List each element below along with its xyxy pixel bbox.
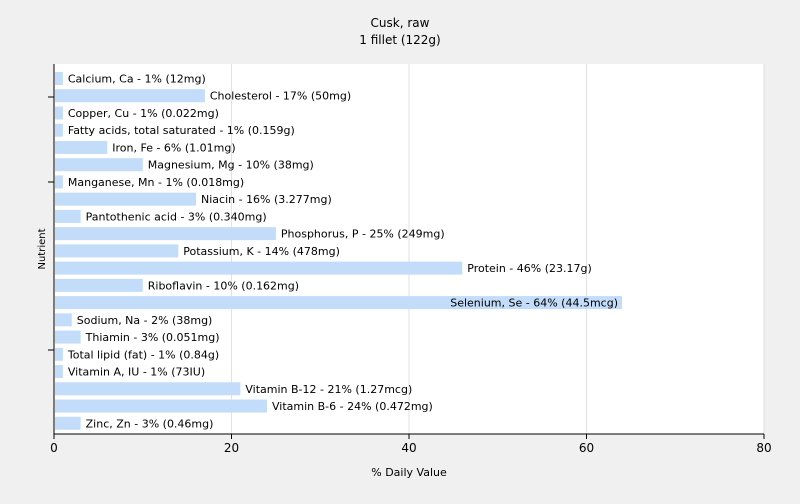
bar-label-11: Protein - 46% (23.17g)	[467, 262, 592, 275]
x-tick-label-60: 60	[579, 441, 594, 455]
bar-label-12: Riboflavin - 10% (0.162mg)	[148, 279, 299, 292]
bar-5	[55, 158, 143, 172]
bar-7	[55, 192, 196, 206]
bar-label-4: Iron, Fe - 6% (1.01mg)	[112, 141, 235, 154]
bar-label-17: Vitamin A, IU - 1% (73IU)	[68, 366, 205, 379]
bar-label-layer: Calcium, Ca - 1% (12mg) Cholesterol - 17%…	[67, 73, 618, 431]
x-axis-title: % Daily Value	[371, 466, 447, 479]
bar-3	[55, 123, 63, 137]
bar-17	[55, 365, 63, 379]
bar-14	[55, 313, 72, 327]
bar-20	[55, 416, 81, 430]
bar-label-13: Selenium, Se - 64% (44.5mcg)	[450, 297, 618, 310]
bar-19	[55, 399, 267, 413]
bar-label-8: Pantothenic acid - 3% (0.340mg)	[86, 210, 267, 223]
y-axis-title: Nutrient	[37, 228, 48, 269]
bar-8	[55, 209, 81, 223]
bar-label-5: Magnesium, Mg - 10% (38mg)	[148, 159, 314, 172]
bar-label-20: Zinc, Zn - 3% (0.46mg)	[86, 417, 214, 430]
bar-label-2: Copper, Cu - 1% (0.022mg)	[68, 107, 219, 120]
bar-label-15: Thiamin - 3% (0.051mg)	[85, 331, 220, 344]
bar-label-7: Niacin - 16% (3.277mg)	[201, 193, 332, 206]
x-tick-label-20: 20	[224, 441, 239, 455]
bar-1	[55, 89, 205, 103]
bar-6	[55, 175, 63, 189]
bar-label-10: Potassium, K - 14% (478mg)	[183, 245, 340, 258]
bar-label-16: Total lipid (fat) - 1% (0.84g)	[67, 348, 219, 361]
bar-11	[55, 261, 463, 275]
bar-label-1: Cholesterol - 17% (50mg)	[210, 90, 351, 103]
chart-subtitle: 1 fillet (122g)	[359, 33, 440, 47]
bar-15	[55, 330, 81, 344]
x-tick-label-80: 80	[756, 441, 771, 455]
bar-16	[55, 347, 63, 361]
bar-12	[55, 278, 143, 292]
bar-layer	[55, 72, 622, 430]
bar-10	[55, 244, 179, 258]
bar-label-19: Vitamin B-6 - 24% (0.472mg)	[272, 400, 433, 413]
bar-label-14: Sodium, Na - 2% (38mg)	[77, 314, 213, 327]
bar-label-3: Fatty acids, total saturated - 1% (0.159…	[68, 124, 295, 137]
bar-0	[55, 72, 63, 85]
bar-label-18: Vitamin B-12 - 21% (1.27mcg)	[245, 383, 412, 396]
bar-4	[55, 140, 108, 154]
bar-label-0: Calcium, Ca - 1% (12mg)	[68, 73, 206, 86]
chart-title: Cusk, raw	[371, 16, 430, 30]
axis-layer: 0 20 40 60 80	[48, 64, 772, 455]
x-tick-label-40: 40	[401, 441, 416, 455]
bar-18	[55, 382, 241, 396]
bar-label-6: Manganese, Mn - 1% (0.018mg)	[68, 176, 244, 189]
x-tick-label-0: 0	[50, 441, 58, 455]
grid-layer	[231, 64, 765, 434]
bar-13	[55, 296, 622, 310]
bar-label-9: Phosphorus, P - 25% (249mg)	[281, 228, 445, 241]
bar-9	[55, 227, 276, 241]
bar-2	[55, 106, 63, 120]
